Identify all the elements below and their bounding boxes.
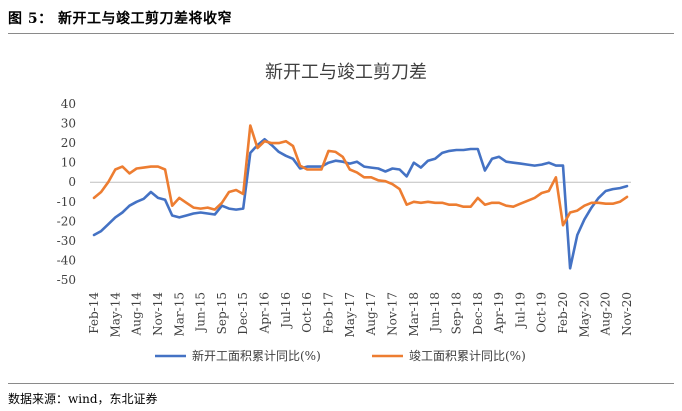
x-tick-label: Jun-18 [428,292,442,334]
line-chart: 新开工与竣工剪刀差 40 30 20 10 0 -10 -20 -30 -40 -50 Feb-1… [57,62,634,363]
y-tick-label: -10 [57,195,76,209]
x-tick-label: Mar-18 [407,292,421,337]
x-tick-label: Nov-14 [151,292,165,336]
x-tick-label: May-20 [577,292,591,338]
y-tick-label: -50 [57,273,76,287]
x-tick-label: Aug-14 [130,292,144,337]
x-tick-label: May-14 [108,292,122,338]
x-tick-label: Nov-17 [385,292,399,336]
legend: 新开工面积累计同比(%) 竣工面积累计同比(%) [155,348,526,363]
series-line-completions [92,124,629,227]
x-tick-label: Dec-15 [236,292,250,335]
x-tick-label: Jun-15 [194,292,208,334]
legend-label-completions: 竣工面积累计同比(%) [409,348,526,363]
x-tick-label: Sep-15 [215,292,229,334]
x-tick-label: Apr-16 [258,292,272,334]
x-tick-label: Nov-20 [620,292,634,336]
series-layer [92,124,629,270]
bottom-rule [8,383,674,384]
x-tick-label: Mar-15 [172,292,186,337]
x-tick-label: Sep-18 [449,292,463,334]
y-axis: 40 30 20 10 0 -10 -20 -30 -40 -50 [57,97,76,287]
x-tick-label: Feb-20 [556,292,570,334]
y-tick-label: 10 [61,156,76,170]
figure-header: 图 5： 新开工与竣工剪刀差将收窄 [8,6,674,32]
source-note: 数据来源：wind，东北证券 [8,392,158,406]
x-tick-label: Aug-20 [599,292,613,336]
x-tick-label: Oct-16 [300,292,314,333]
x-tick-label: Feb-17 [322,292,336,334]
x-tick-label: Jul-16 [279,292,293,330]
x-tick-label: Oct-19 [535,292,549,333]
y-tick-label: -30 [57,234,76,248]
figure-title: 图 5： 新开工与竣工剪刀差将收窄 [8,11,232,27]
x-tick-label: Dec-18 [471,292,485,335]
legend-label-new-starts: 新开工面积累计同比(%) [192,348,321,363]
x-tick-label: Aug-17 [364,292,378,336]
y-tick-label: 20 [61,136,76,150]
series-line-new-starts [92,137,629,270]
y-tick-label: -40 [57,253,76,267]
x-tick-label: Apr-19 [492,292,506,334]
y-tick-label: -20 [57,214,76,228]
top-rule [8,33,674,34]
chart-title: 新开工与竣工剪刀差 [265,62,427,83]
y-tick-label: 0 [68,175,76,189]
y-tick-label: 40 [61,97,76,111]
x-tick-label: Feb-14 [87,292,101,334]
y-tick-label: 30 [61,117,76,131]
x-tick-label: Jul-19 [513,292,527,330]
x-axis: Feb-14 May-14 Aug-14 Nov-14 Mar-15 Jun-15 Sep-… [87,292,634,338]
x-tick-label: May-17 [343,292,357,338]
